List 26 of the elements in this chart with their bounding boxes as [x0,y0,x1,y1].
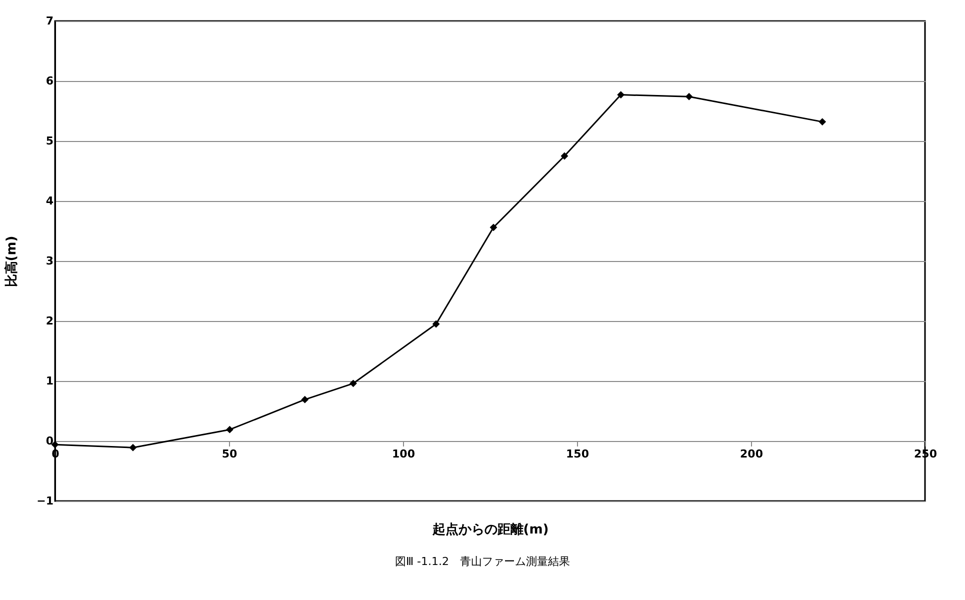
y-tick-label: 7 [46,14,54,28]
y-tick-label: −1 [36,494,54,508]
y-tick-label: 4 [46,194,54,208]
x-tick-label: 200 [740,448,764,460]
point [350,380,357,388]
y-tick-label: 0 [46,434,54,448]
point [129,444,137,452]
point [432,320,440,328]
x-tick-label: 100 [392,448,416,460]
y-tick-label: 2 [46,314,54,328]
point [818,118,826,126]
point [301,396,309,404]
x-tick-label: 150 [566,448,590,460]
point [490,224,498,232]
y-tick-label: 5 [46,134,54,148]
point [560,152,568,160]
point [617,91,625,99]
y-tick-label: 6 [46,74,54,88]
y-tick-label: 3 [46,254,54,268]
point [226,426,234,434]
y-tick-label: 1 [46,374,54,388]
x-axis-title: 起点からの距離(m) [431,522,549,538]
text: 図Ⅲ -1.1.2 青山ファーム測量結果 [394,554,572,569]
y-axis-title: 比高(m) [4,236,20,288]
point [685,92,693,100]
x-tick-label: 50 [222,448,238,460]
